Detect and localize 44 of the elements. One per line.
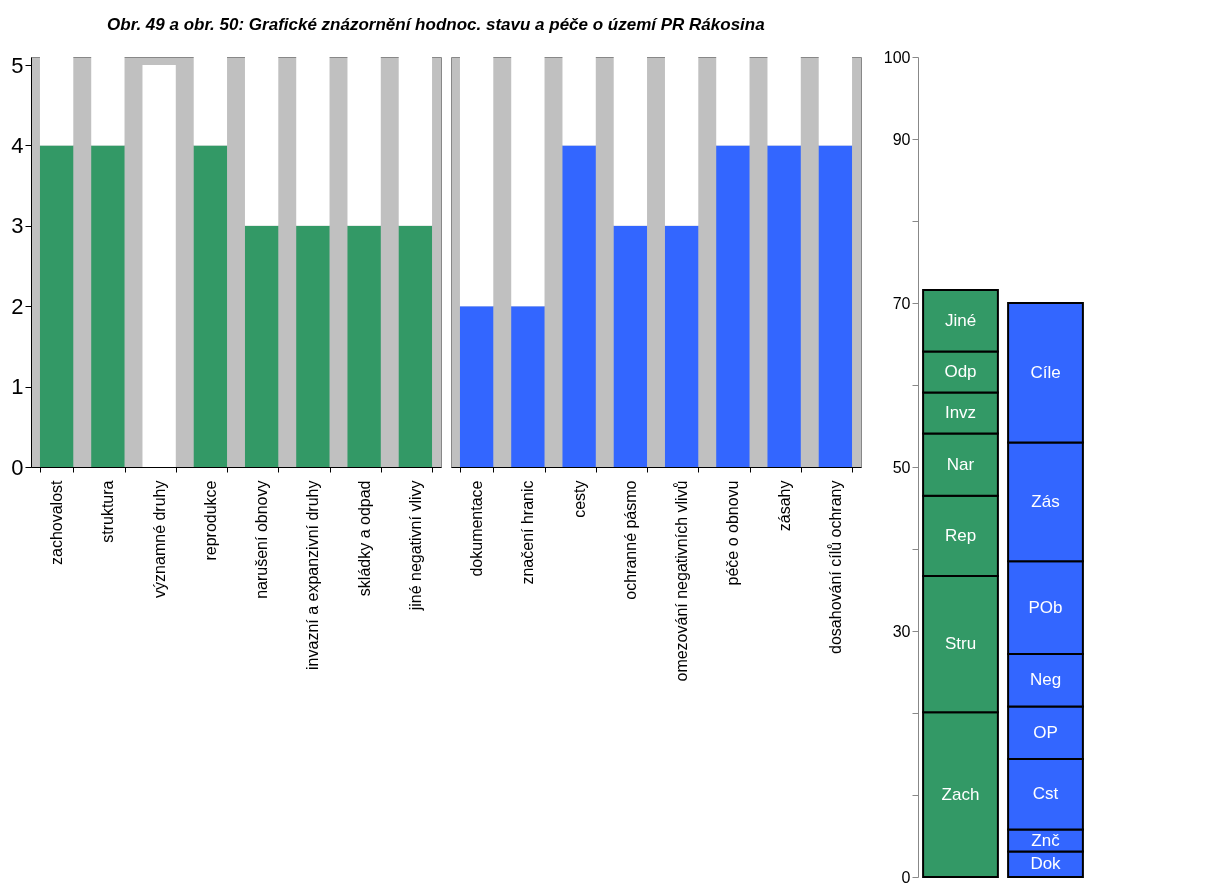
chart-title: Obr. 49 a obr. 50: Grafické znázornění hodnoc. stavu a péče o území PR Rákosina [107, 14, 765, 34]
y-tick-label: 90 [892, 130, 911, 148]
x-tick-label: cesty [570, 480, 588, 518]
y-tick-label: 50 [892, 458, 911, 476]
series-label: Nar [946, 454, 975, 474]
x-tick-label: dokumentace [468, 480, 486, 577]
y-tick-label: 2 [11, 293, 24, 319]
x-tick-label: narušení obnovy [253, 480, 271, 599]
y-tick-label: 4 [11, 132, 24, 158]
x-tick-label: invazní a expanzivní druhy [304, 480, 322, 670]
series-label: OP [1033, 722, 1058, 742]
x-tick-label: dosahování cílů ochrany [826, 480, 844, 654]
series-label: Neg [1029, 670, 1062, 690]
y-tick-label: 30 [892, 622, 911, 640]
x-tick-label: jiné negativní vlivy [406, 480, 424, 612]
series-label: Jiné [944, 310, 977, 330]
y-tick-label: 1 [11, 374, 24, 400]
series-label: Dok [1030, 854, 1062, 874]
x-tick-label: významné druhy [150, 480, 168, 598]
y-tick-label: 0 [901, 868, 911, 885]
x-tick-label: zachovalost [48, 479, 66, 565]
series-label: Cíle [1030, 362, 1061, 382]
y-tick-label: 0 [11, 454, 24, 480]
y-tick-label: 70 [892, 294, 911, 312]
y-tick-label: 100 [883, 48, 911, 66]
x-tick-label: struktura [99, 480, 117, 543]
series-label: Odp [944, 361, 977, 381]
series-label: Stru [944, 634, 977, 654]
y-tick-label: 3 [11, 213, 24, 239]
x-tick-label: péče o obnovu [724, 480, 742, 586]
series-label: POb [1028, 597, 1063, 617]
x-tick-label: zásahy [775, 480, 793, 532]
x-tick-label: značení hranic [519, 480, 537, 585]
series-label: Rep [944, 525, 977, 545]
series-label: Znč [1031, 830, 1061, 850]
x-tick-label: omezování negativních vlivů [673, 480, 691, 682]
series-label: Zach [941, 784, 980, 804]
series-label: Invz [944, 402, 977, 422]
x-tick-label: ochranné pásmo [621, 480, 639, 600]
x-tick-label: reprodukce [201, 480, 219, 561]
series-label: Zás [1031, 491, 1060, 511]
x-tick-label: skládky a odpad [355, 480, 373, 597]
y-tick-label: 5 [11, 52, 24, 78]
series-label: Cst [1032, 784, 1059, 804]
